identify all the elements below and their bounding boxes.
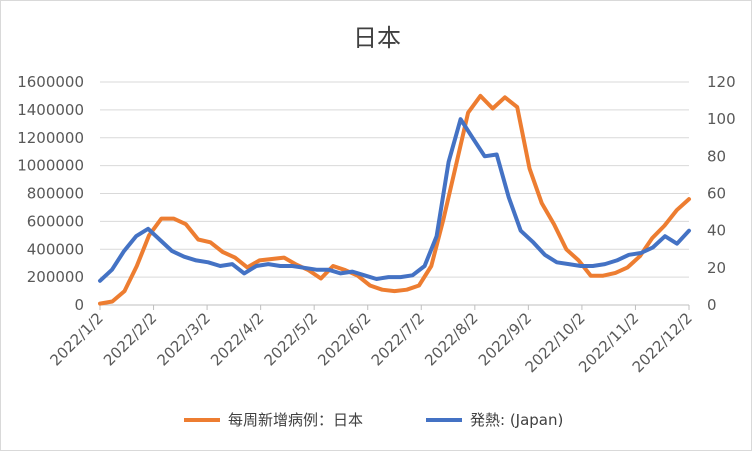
right-y-tick-label: 60	[707, 185, 726, 203]
left-y-tick-label: 1200000	[17, 129, 84, 147]
x-tick-label: 2022/5/2	[261, 309, 321, 369]
right-y-tick-label: 120	[707, 73, 736, 91]
left-y-tick-label: 400000	[27, 240, 84, 258]
series-line-fever	[98, 117, 691, 283]
series-line-cases	[98, 93, 691, 306]
left-y-tick-label: 600000	[27, 212, 84, 230]
left-y-axis: 0 200000 400000 600000 800000 1000000 1200000 1…	[17, 73, 84, 314]
left-y-tick-label: 800000	[27, 185, 84, 203]
x-tick-label: 2022/8/2	[421, 309, 481, 369]
x-tick-label: 2022/3/2	[154, 309, 214, 369]
left-y-tick-label: 0	[74, 296, 84, 314]
left-y-tick-label: 200000	[27, 268, 84, 286]
x-tick-label: 2022/2/2	[100, 309, 160, 369]
right-y-tick-label: 20	[707, 259, 726, 277]
x-tick-label: 2022/6/2	[314, 309, 374, 369]
legend: 每周新增病例：日本 発熱: (Japan)	[184, 411, 563, 429]
legend-label-fever: 発熱: (Japan)	[470, 411, 563, 429]
x-tick-label: 2022/7/2	[368, 309, 428, 369]
right-y-tick-label: 40	[707, 222, 726, 240]
right-y-tick-label: 0	[707, 296, 717, 314]
gridlines	[100, 81, 689, 306]
legend-label-cases: 每周新增病例：日本	[228, 411, 363, 429]
right-y-axis: 0 20 40 60 80 100 120	[707, 73, 736, 314]
x-axis: 2022/1/22022/2/22022/3/22022/4/22022/5/2…	[46, 305, 696, 376]
right-y-tick-label: 100	[707, 110, 736, 128]
left-y-tick-label: 1400000	[17, 101, 84, 119]
left-y-tick-label: 1600000	[17, 73, 84, 91]
right-y-tick-label: 80	[707, 147, 726, 165]
x-tick-label: 2022/4/2	[207, 309, 267, 369]
left-y-tick-label: 1000000	[17, 157, 84, 175]
series-layer	[98, 93, 691, 306]
x-tick-label: 2022/1/2	[46, 309, 106, 369]
chart-title: 日本	[353, 24, 401, 52]
